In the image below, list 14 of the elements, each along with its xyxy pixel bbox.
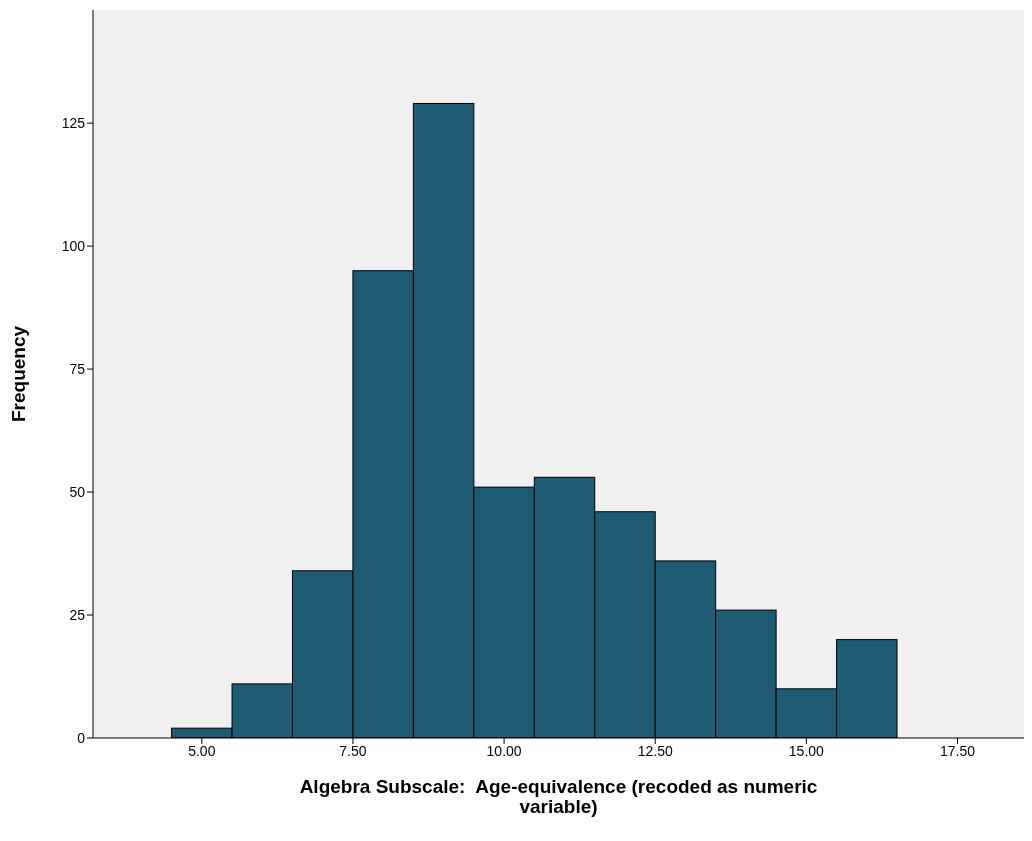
y-tick-label: 125 [61, 115, 86, 132]
y-axis-title: Frequency [7, 325, 29, 423]
x-tick-label: 10.00 [486, 742, 522, 759]
x-axis-title: Algebra Subscale: Age-equivalence (recoded as numeric variable) [299, 776, 818, 817]
x-tick-label: 17.50 [939, 742, 976, 759]
x-tick-label: 5.00 [188, 742, 216, 759]
y-tick-label: 75 [69, 361, 86, 378]
y-tick-label: 50 [69, 484, 86, 501]
x-tick-label: 7.50 [339, 742, 367, 759]
y-tick-label: 100 [61, 238, 86, 255]
x-tick-label: 12.50 [637, 742, 673, 759]
y-tick-label: 0 [77, 729, 86, 746]
y-tick-label: 25 [69, 607, 86, 623]
x-tick-label: 15.00 [788, 742, 825, 759]
